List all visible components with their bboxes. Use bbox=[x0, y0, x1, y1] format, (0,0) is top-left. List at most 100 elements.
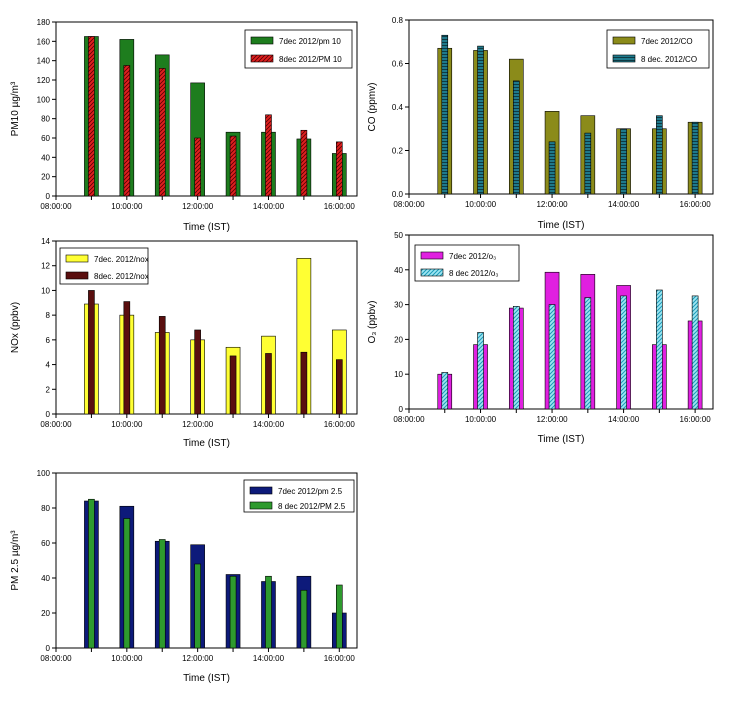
y-tick-label: 40 bbox=[41, 574, 50, 583]
y-axis-label: O₃ (ppbv) bbox=[367, 301, 378, 344]
y-tick-label: 50 bbox=[394, 231, 403, 240]
y-tick-label: 0.6 bbox=[392, 60, 404, 69]
x-tick-label: 16:00:00 bbox=[324, 420, 356, 429]
bar-nox-s1 bbox=[265, 353, 272, 415]
bar-o3-s1 bbox=[477, 332, 484, 410]
y-tick-label: 20 bbox=[41, 609, 50, 618]
x-tick-label: 10:00:00 bbox=[465, 415, 497, 424]
bar-nox-s1 bbox=[229, 355, 237, 415]
y-tick-label: 14 bbox=[41, 237, 50, 246]
x-tick-label: 10:00:00 bbox=[111, 654, 143, 663]
y-tick-label: 0.2 bbox=[392, 147, 404, 156]
legend: 7dec 2012/CO 8 dec. 2012/CO bbox=[606, 29, 710, 69]
legend-swatch bbox=[250, 36, 274, 45]
bar-nox-s1 bbox=[194, 329, 201, 415]
y-tick-label: 40 bbox=[394, 266, 403, 275]
x-tick-label: 14:00:00 bbox=[253, 202, 285, 211]
x-tick-label: 08:00:00 bbox=[40, 202, 72, 211]
x-axis-label: Time (IST) bbox=[538, 220, 585, 231]
legend-label: 7dec. 2012/nox bbox=[94, 255, 149, 264]
bar-pm10-s1 bbox=[335, 141, 343, 197]
y-tick-label: 10 bbox=[394, 370, 403, 379]
y-tick-label: 40 bbox=[41, 153, 50, 162]
y-tick-label: 8 bbox=[46, 311, 51, 320]
y-tick-label: 4 bbox=[46, 361, 51, 370]
legend: 7dec. 2012/nox 8dec. 2012/nox bbox=[59, 247, 149, 285]
legend-label: 7dec 2012/o₃ bbox=[449, 252, 496, 261]
chart-co: 0.0 0.2 0.4 0.6 0.8 08:00:00 10:00:00 12:00:00 1… bbox=[367, 16, 714, 231]
bar-o3-s1 bbox=[512, 306, 520, 410]
bar-o3-s1 bbox=[548, 304, 556, 410]
y-tick-label: 80 bbox=[41, 115, 50, 124]
bar-nox-s1 bbox=[300, 351, 308, 415]
x-axis-label: Time (IST) bbox=[183, 673, 230, 684]
bar-pm10-s1 bbox=[300, 129, 308, 197]
y-tick-label: 10 bbox=[41, 286, 50, 295]
y-tick-label: 160 bbox=[37, 37, 51, 46]
legend-swatch bbox=[65, 271, 89, 280]
x-tick-label: 12:00:00 bbox=[536, 415, 568, 424]
legend-swatch bbox=[612, 54, 636, 63]
bar-co-s1 bbox=[656, 115, 663, 195]
x-tick-label: 14:00:00 bbox=[608, 200, 640, 209]
chart-pm10: 0 20 40 60 80 100 120 140 160 180 08:00:00 10:00:00… bbox=[10, 18, 358, 233]
x-tick-label: 14:00:00 bbox=[253, 420, 285, 429]
chart-pm25: 0 20 40 60 80 100 08:00:00 10:00:00 12:00:00 14:0… bbox=[10, 469, 358, 684]
y-tick-label: 0 bbox=[399, 405, 404, 414]
legend-swatch bbox=[249, 501, 273, 510]
y-axis-label: CO (ppmv) bbox=[367, 83, 378, 132]
bar-co-s1 bbox=[620, 128, 627, 195]
bar-pm10-s1 bbox=[265, 114, 272, 197]
bar-o3-s1 bbox=[620, 295, 627, 410]
chart-o3: 0 10 20 30 40 50 08:00:00 10:00:00 12:00:00 14:00… bbox=[367, 231, 714, 445]
bar-o3-s1 bbox=[656, 289, 663, 410]
legend-label: 8 dec. 2012/CO bbox=[641, 55, 697, 64]
legend-label: 8dec 2012/PM 10 bbox=[279, 55, 342, 64]
bar-nox-s1 bbox=[123, 301, 131, 415]
legend: 7dec 2012/pm 10 8dec 2012/PM 10 bbox=[244, 29, 353, 69]
x-tick-label: 16:00:00 bbox=[324, 202, 356, 211]
y-tick-label: 100 bbox=[37, 95, 51, 104]
plot-frame bbox=[55, 240, 358, 415]
legend-swatch bbox=[65, 254, 89, 263]
y-tick-label: 0 bbox=[46, 410, 51, 419]
x-tick-label: 16:00:00 bbox=[324, 654, 356, 663]
bar-pm25-s1 bbox=[229, 575, 237, 649]
plot-frame bbox=[55, 21, 358, 197]
bar-pm10-s1 bbox=[88, 36, 95, 197]
plot-frame bbox=[408, 234, 714, 410]
bar-pm10-s1 bbox=[229, 135, 237, 197]
x-tick-label: 10:00:00 bbox=[111, 420, 143, 429]
bar-co-s1 bbox=[441, 34, 449, 195]
bar-co-s1 bbox=[512, 80, 520, 195]
x-tick-label: 08:00:00 bbox=[40, 654, 72, 663]
x-axis-label: Time (IST) bbox=[183, 222, 230, 233]
x-tick-label: 14:00:00 bbox=[608, 415, 640, 424]
y-tick-label: 140 bbox=[37, 57, 51, 66]
legend-label: 7dec 2012/pm 2.5 bbox=[278, 487, 343, 496]
y-tick-label: 0.8 bbox=[392, 16, 404, 25]
y-tick-label: 20 bbox=[41, 173, 50, 182]
bar-co-s1 bbox=[477, 45, 484, 195]
x-tick-label: 12:00:00 bbox=[182, 420, 214, 429]
x-tick-label: 08:00:00 bbox=[40, 420, 72, 429]
x-tick-label: 08:00:00 bbox=[393, 415, 425, 424]
x-tick-label: 12:00:00 bbox=[536, 200, 568, 209]
x-tick-label: 12:00:00 bbox=[182, 654, 214, 663]
legend-label: 8dec. 2012/nox bbox=[94, 272, 149, 281]
x-tick-label: 08:00:00 bbox=[393, 200, 425, 209]
legend-label: 8 dec 2012/o₃ bbox=[449, 269, 499, 278]
legend-swatch bbox=[420, 251, 444, 260]
bar-pm25-s1 bbox=[123, 518, 131, 649]
legend: 7dec 2012/o₃ 8 dec 2012/o₃ bbox=[414, 244, 520, 282]
y-tick-label: 0 bbox=[46, 192, 51, 201]
bar-co-s1 bbox=[548, 141, 556, 195]
y-tick-label: 20 bbox=[394, 335, 403, 344]
y-tick-label: 6 bbox=[46, 336, 51, 345]
chart-nox: 0 2 4 6 8 10 12 14 08:00:00 10:00:00 12:00:00 14:00… bbox=[10, 237, 358, 449]
legend-swatch bbox=[420, 268, 444, 277]
bar-co-s1 bbox=[691, 121, 699, 195]
bar-pm25-s1 bbox=[158, 539, 166, 649]
y-tick-label: 80 bbox=[41, 504, 50, 513]
